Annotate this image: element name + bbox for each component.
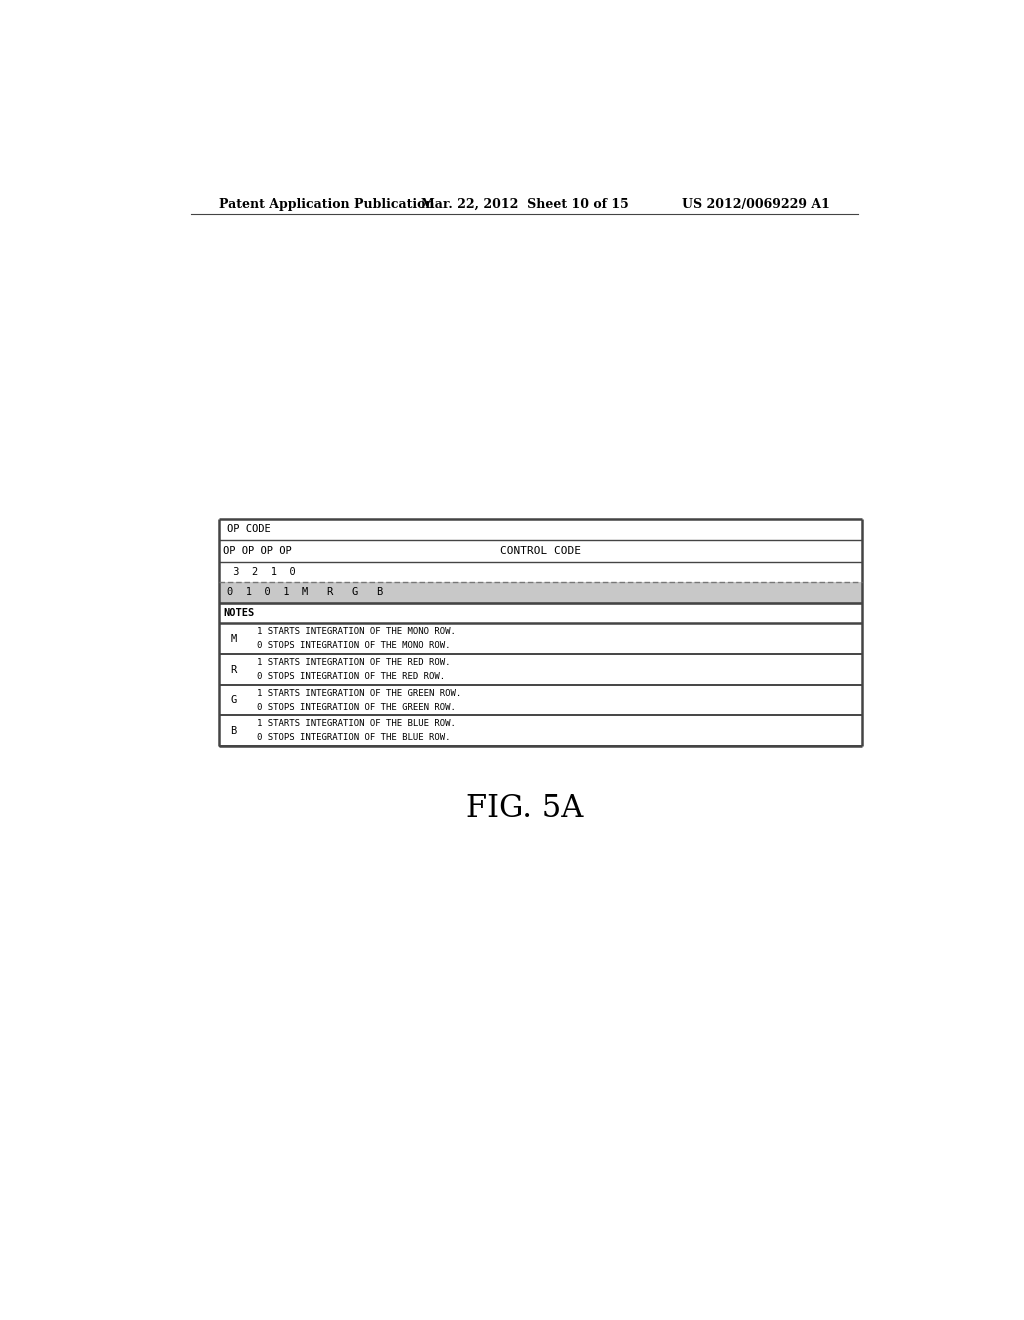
Text: OP OP OP OP: OP OP OP OP bbox=[223, 545, 292, 556]
Text: 1 STARTS INTEGRATION OF THE GREEN ROW.: 1 STARTS INTEGRATION OF THE GREEN ROW. bbox=[257, 689, 462, 698]
Text: 0 STOPS INTEGRATION OF THE GREEN ROW.: 0 STOPS INTEGRATION OF THE GREEN ROW. bbox=[257, 702, 457, 711]
Text: NOTES: NOTES bbox=[223, 607, 255, 618]
Text: 1 STARTS INTEGRATION OF THE RED ROW.: 1 STARTS INTEGRATION OF THE RED ROW. bbox=[257, 659, 451, 667]
Text: B: B bbox=[230, 726, 237, 735]
Text: R: R bbox=[230, 665, 237, 675]
Text: 0 STOPS INTEGRATION OF THE BLUE ROW.: 0 STOPS INTEGRATION OF THE BLUE ROW. bbox=[257, 733, 451, 742]
Text: 1 STARTS INTEGRATION OF THE MONO ROW.: 1 STARTS INTEGRATION OF THE MONO ROW. bbox=[257, 627, 457, 636]
Text: 0 STOPS INTEGRATION OF THE RED ROW.: 0 STOPS INTEGRATION OF THE RED ROW. bbox=[257, 672, 445, 681]
Text: 1 STARTS INTEGRATION OF THE BLUE ROW.: 1 STARTS INTEGRATION OF THE BLUE ROW. bbox=[257, 719, 457, 729]
Text: US 2012/0069229 A1: US 2012/0069229 A1 bbox=[682, 198, 830, 211]
Text: 0  1  0  1  M   R   G   B: 0 1 0 1 M R G B bbox=[227, 587, 383, 598]
Text: Mar. 22, 2012  Sheet 10 of 15: Mar. 22, 2012 Sheet 10 of 15 bbox=[421, 198, 629, 211]
Text: Patent Application Publication: Patent Application Publication bbox=[219, 198, 435, 211]
Text: 0 STOPS INTEGRATION OF THE MONO ROW.: 0 STOPS INTEGRATION OF THE MONO ROW. bbox=[257, 642, 451, 651]
Text: OP CODE: OP CODE bbox=[227, 524, 271, 535]
Text: 3  2  1  0: 3 2 1 0 bbox=[227, 568, 296, 577]
Text: G: G bbox=[230, 696, 237, 705]
Bar bbox=[219, 582, 862, 602]
Text: M: M bbox=[230, 634, 237, 644]
Text: CONTROL CODE: CONTROL CODE bbox=[500, 545, 582, 556]
Text: FIG. 5A: FIG. 5A bbox=[466, 793, 584, 825]
